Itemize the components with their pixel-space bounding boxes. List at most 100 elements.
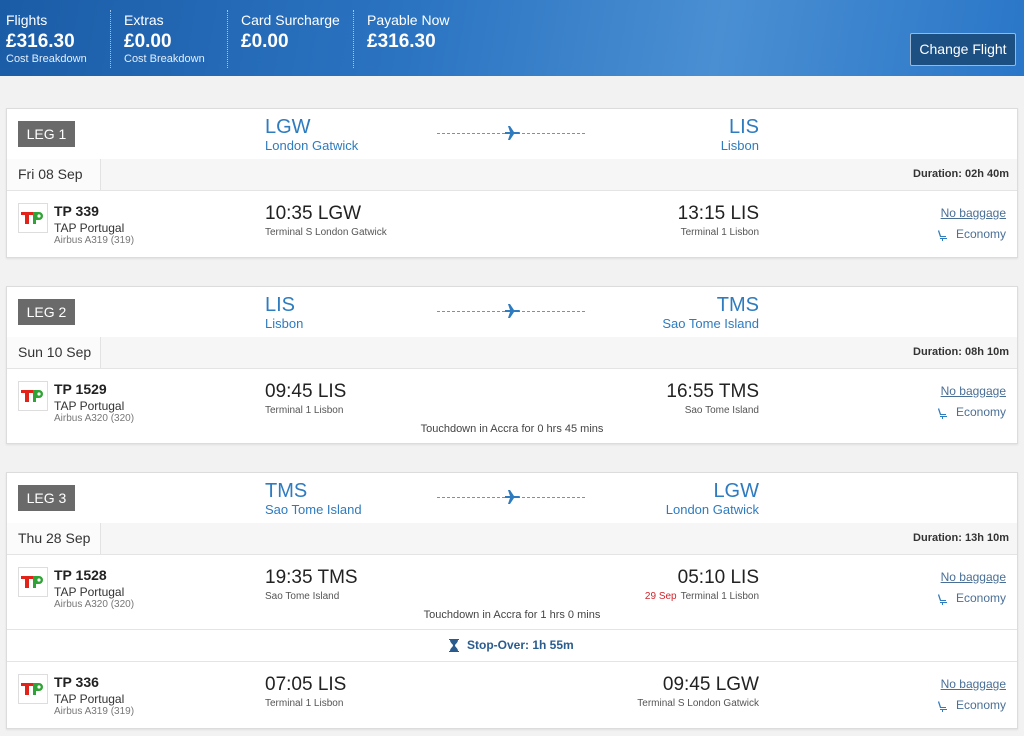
baggage-link[interactable]: No baggage: [940, 570, 1006, 584]
cabin: Economy: [955, 227, 1006, 241]
airline: TAP Portugal: [54, 692, 125, 706]
header-amount: £0.00: [241, 31, 289, 52]
aircraft: Airbus A319 (319): [54, 706, 135, 717]
header-amount: £0.00: [124, 31, 172, 52]
header-amount: £316.30: [367, 31, 436, 52]
stopover-row: Stop-Over: 1h 55m: [7, 629, 1017, 662]
flight-number: TP 1528: [54, 567, 107, 583]
from-code: LIS: [265, 294, 296, 316]
stopover: Stop-Over: 1h 55m: [467, 638, 574, 652]
arrival-terminal: 29 Sep Terminal 1 Lisbon: [645, 591, 759, 602]
separator: [227, 10, 228, 68]
aircraft: Airbus A320 (320): [54, 599, 135, 610]
touchdown-note: Touchdown in Accra for 1 hrs 0 mins: [423, 609, 601, 621]
departure-time: 19:35 TMS: [265, 567, 358, 588]
seat-icon: [937, 406, 949, 424]
header-label: Flights: [6, 12, 48, 28]
leg-date: Fri 08 Sep: [7, 159, 101, 190]
plane-icon: [505, 126, 521, 145]
flight-number: TP 336: [54, 674, 99, 690]
leg-badge: LEG 1: [18, 121, 75, 147]
arrival-terminal: Sao Tome Island: [685, 405, 759, 416]
arrival-time: 05:10 LIS: [677, 567, 759, 588]
airline: TAP Portugal: [54, 585, 125, 599]
departure-terminal: Sao Tome Island: [265, 591, 340, 602]
header-label: Extras: [124, 12, 164, 28]
leg-badge: LEG 3: [18, 485, 75, 511]
seat-icon: [937, 228, 949, 246]
departure-terminal: Terminal 1 Lisbon: [265, 405, 344, 416]
header-amount: £316.30: [6, 31, 75, 52]
from-name: Sao Tome Island: [265, 502, 362, 517]
cabin: Economy: [955, 698, 1006, 712]
leg-card: LEG 3 TMS Sao Tome Island LGW London Gatwick…: [6, 472, 1018, 729]
to-code: LGW: [713, 480, 759, 502]
departure-time: 09:45 LIS: [265, 381, 347, 402]
arrival-time: 09:45 LGW: [662, 674, 759, 695]
aircraft: Airbus A319 (319): [54, 235, 135, 246]
hourglass-icon: [449, 639, 459, 657]
cabin: Economy: [955, 405, 1006, 419]
date-row: Thu 28 Sep Duration: 13h 10m: [7, 523, 1017, 555]
leg-date: Sun 10 Sep: [7, 337, 101, 368]
terminal: Sao Tome Island: [684, 405, 759, 416]
terminal: Terminal 1 Lisbon: [680, 591, 759, 602]
airline-logo: [18, 567, 48, 597]
departure-terminal: Terminal S London Gatwick: [265, 227, 387, 238]
arrival-terminal: Terminal 1 Lisbon: [681, 227, 759, 238]
airline-logo: [18, 381, 48, 411]
airline-logo: [18, 203, 48, 233]
aircraft: Airbus A320 (320): [54, 413, 135, 424]
to-name: Sao Tome Island: [662, 316, 759, 331]
departure-time: 07:05 LIS: [265, 674, 347, 695]
cost-breakdown-link[interactable]: Cost Breakdown: [6, 53, 87, 65]
plane-icon: [505, 304, 521, 323]
to-name: London Gatwick: [665, 502, 759, 517]
airline-logo: [18, 674, 48, 704]
date-row: Fri 08 Sep Duration: 02h 40m: [7, 159, 1017, 191]
date-row: Sun 10 Sep Duration: 08h 10m: [7, 337, 1017, 369]
duration: Duration: 13h 10m: [913, 532, 1009, 544]
header-label: Card Surcharge: [241, 12, 340, 28]
from-name: London Gatwick: [265, 138, 359, 153]
flight-number: TP 339: [54, 203, 99, 219]
to-code: TMS: [716, 294, 759, 316]
seat-icon: [937, 592, 949, 610]
baggage-link[interactable]: No baggage: [940, 206, 1006, 220]
terminal: Terminal S London Gatwick: [637, 698, 759, 709]
separator: [353, 10, 354, 68]
from-name: Lisbon: [265, 316, 304, 331]
airline: TAP Portugal: [54, 399, 125, 413]
leg-card: LEG 1 LGW London Gatwick LIS Lisbon Fri 08 Se…: [6, 108, 1018, 258]
terminal: Terminal 1 Lisbon: [680, 227, 759, 238]
cost-breakdown-link[interactable]: Cost Breakdown: [124, 53, 205, 65]
touchdown-note: Touchdown in Accra for 0 hrs 45 mins: [420, 423, 604, 435]
separator: [110, 10, 111, 68]
header: Flights £316.30 Cost Breakdown Extras £0.00 C…: [0, 0, 1024, 76]
leg-card: LEG 2 LIS Lisbon TMS Sao Tome Island Sun 10 S…: [6, 286, 1018, 444]
flight-number: TP 1529: [54, 381, 107, 397]
arrival-terminal: Terminal S London Gatwick: [637, 698, 759, 709]
baggage-link[interactable]: No baggage: [940, 384, 1006, 398]
leg-badge: LEG 2: [18, 299, 75, 325]
leg-date: Thu 28 Sep: [7, 523, 101, 554]
duration: Duration: 08h 10m: [913, 346, 1009, 358]
arrival-time: 13:15 LIS: [677, 203, 759, 224]
seat-icon: [937, 699, 949, 717]
to-name: Lisbon: [720, 138, 759, 153]
airline: TAP Portugal: [54, 221, 125, 235]
arrival-time: 16:55 TMS: [666, 381, 759, 402]
change-flight-button[interactable]: Change Flight: [910, 33, 1016, 66]
arrival-date: 29 Sep: [644, 591, 677, 602]
from-code: TMS: [265, 480, 308, 502]
from-code: LGW: [265, 116, 311, 138]
duration: Duration: 02h 40m: [913, 168, 1009, 180]
departure-time: 10:35 LGW: [265, 203, 362, 224]
plane-icon: [505, 490, 521, 509]
cabin: Economy: [955, 591, 1006, 605]
departure-terminal: Terminal 1 Lisbon: [265, 698, 344, 709]
baggage-link[interactable]: No baggage: [940, 677, 1006, 691]
header-label: Payable Now: [367, 12, 450, 28]
to-code: LIS: [728, 116, 759, 138]
